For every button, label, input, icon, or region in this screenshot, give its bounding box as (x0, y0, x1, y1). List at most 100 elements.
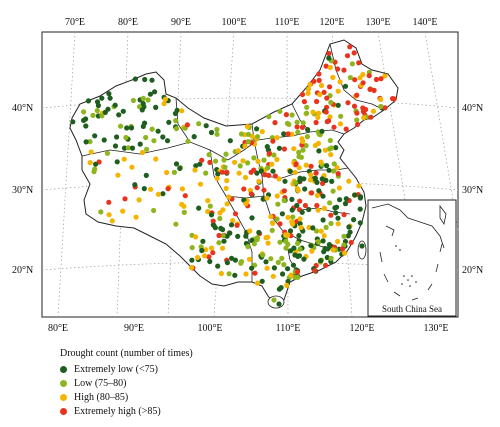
station-dot (232, 257, 238, 263)
station-dot (321, 233, 327, 239)
lat-label-right: 30°N (462, 185, 483, 196)
station-dot (130, 97, 136, 104)
right-latitude-labels: 40°N 30°N 20°N (462, 103, 483, 276)
station-dot (243, 271, 249, 277)
station-dot (265, 165, 271, 171)
station-dot (207, 258, 213, 265)
station-dot (173, 118, 179, 124)
station-dot (351, 217, 357, 223)
station-dot (116, 112, 122, 118)
station-dot (243, 201, 249, 207)
legend-item-extremely-low: Extremely low (<75) (60, 362, 193, 376)
station-dot (334, 204, 340, 210)
station-dot (337, 197, 343, 203)
station-dot (248, 191, 254, 197)
hainan-outline (267, 295, 285, 309)
station-dot (220, 232, 226, 239)
station-dot (281, 146, 287, 152)
station-dot (120, 208, 126, 214)
station-dot (139, 107, 145, 113)
legend-label: Low (75–80) (74, 377, 127, 389)
station-dot (342, 201, 349, 207)
station-dot (335, 102, 341, 108)
station-dot (343, 196, 349, 202)
station-dot (356, 60, 362, 66)
station-dot (297, 198, 303, 204)
lon-label-top: 80°E (118, 17, 138, 28)
station-dot (279, 255, 285, 261)
station-dot (331, 124, 337, 130)
station-dot (335, 221, 341, 227)
station-dot (348, 239, 354, 246)
station-dot (114, 159, 120, 165)
lon-label-top: 120°E (319, 17, 344, 28)
station-dot (120, 108, 126, 114)
station-dot (279, 211, 285, 217)
station-dot (106, 91, 112, 97)
station-dot (132, 182, 138, 188)
station-dot (99, 95, 105, 101)
station-dot (173, 126, 180, 132)
station-dot (203, 170, 209, 176)
meridian-140 (424, 31, 459, 231)
station-dot (106, 199, 112, 205)
station-dot (245, 160, 251, 166)
station-dot (391, 96, 397, 102)
station-dot (312, 175, 318, 181)
station-dot (238, 259, 245, 265)
station-dot (303, 143, 309, 149)
station-dot (88, 149, 94, 155)
station-dot (358, 194, 364, 200)
station-dot (310, 225, 316, 231)
station-dot (87, 160, 93, 166)
station-dot (277, 108, 283, 114)
station-dot (299, 91, 306, 98)
station-dot (360, 105, 366, 111)
station-dot (349, 61, 355, 67)
station-dot (305, 86, 312, 92)
station-dot (284, 120, 291, 126)
station-dot (347, 44, 353, 50)
station-dot (292, 169, 298, 176)
station-dot (335, 171, 341, 177)
lat-label-left: 20°N (12, 265, 33, 276)
station-dot (327, 84, 333, 90)
station-dot (123, 134, 129, 141)
station-dot (101, 137, 107, 143)
station-dot (215, 263, 221, 269)
station-dot (251, 241, 257, 247)
station-dot (249, 265, 255, 271)
lon-label-bottom: 90°E (124, 323, 144, 334)
station-dot (346, 224, 352, 230)
legend-label: Extremely high (>85) (74, 405, 161, 417)
station-dot (368, 114, 374, 120)
station-dot (217, 210, 223, 216)
station-dot (164, 138, 171, 144)
station-dot (221, 238, 227, 244)
station-dot (335, 66, 341, 72)
station-dot (339, 246, 346, 252)
station-dot (352, 192, 358, 198)
station-dot (327, 137, 333, 144)
station-dot (320, 217, 326, 223)
station-dot (291, 146, 297, 152)
station-dot (318, 159, 324, 165)
station-dot (326, 167, 332, 173)
station-dot (308, 163, 314, 169)
station-dot (287, 168, 293, 174)
station-dot (218, 270, 224, 277)
station-dot (337, 121, 344, 127)
station-dot (313, 170, 319, 176)
station-dot (297, 221, 303, 227)
station-dot (149, 126, 155, 132)
station-dots (70, 44, 397, 307)
station-dot (209, 245, 215, 251)
legend-swatch (60, 365, 67, 373)
station-dot (217, 215, 223, 222)
station-dot (94, 108, 100, 114)
station-dot (299, 209, 305, 215)
station-dot (316, 188, 322, 194)
station-dot (105, 106, 111, 112)
station-dot (302, 186, 308, 192)
